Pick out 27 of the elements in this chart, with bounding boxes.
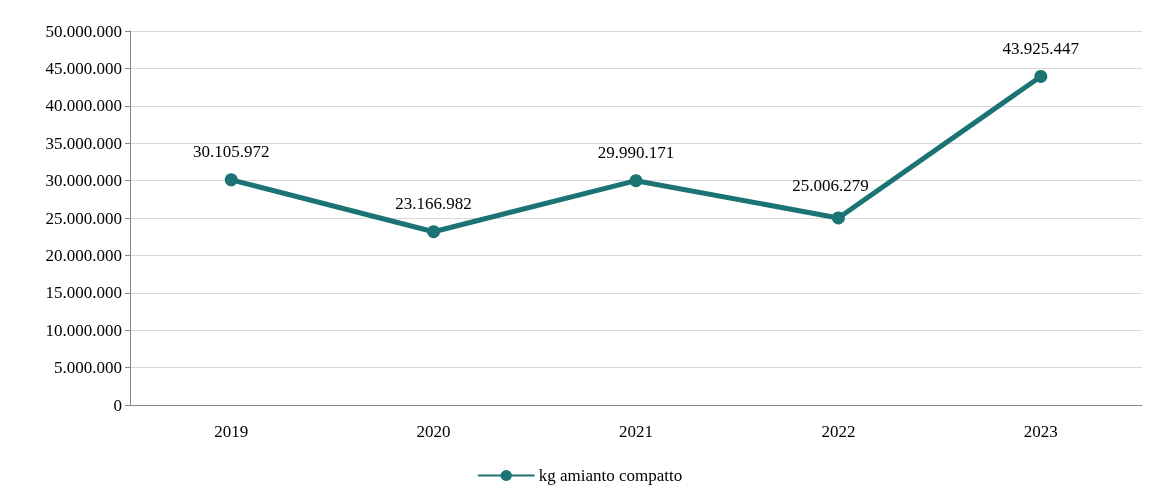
y-tick-label: 20.000.000	[45, 245, 122, 265]
x-tick-label: 2023	[1023, 422, 1058, 441]
y-tick-label: 0	[113, 395, 122, 415]
data-label: 30.105.972	[192, 142, 270, 162]
legend-label: kg amianto compatto	[538, 466, 683, 485]
data-label: 25.006.279	[792, 176, 869, 196]
data-label: 29.990.171	[597, 143, 675, 163]
y-tick-label: 25.000.000	[45, 208, 122, 228]
y-tick-label: 40.000.000	[45, 96, 122, 116]
y-tick-label: 45.000.000	[45, 58, 122, 78]
x-tick-label: 2021	[619, 422, 653, 441]
data-label: 23.166.982	[395, 194, 472, 214]
point	[1034, 69, 1048, 83]
y-tick-label: 15.000.000	[45, 283, 122, 303]
point	[427, 225, 441, 239]
x-tick-label: 2020	[416, 422, 451, 441]
x-tick-label: 2019	[214, 422, 249, 441]
x-tick-label: 2022	[821, 422, 856, 441]
data-label: 43.925.447	[1002, 38, 1080, 58]
y-tick-label: 30.000.000	[45, 171, 122, 191]
y-tick-label: 50.000.000	[45, 21, 122, 41]
y-tick-label: 5.000.000	[54, 358, 122, 378]
y-tick-label: 10.000.000	[45, 320, 122, 340]
point	[224, 173, 238, 187]
y-tick-label: 35.000.000	[45, 133, 122, 153]
point	[629, 174, 643, 188]
point	[831, 211, 845, 225]
